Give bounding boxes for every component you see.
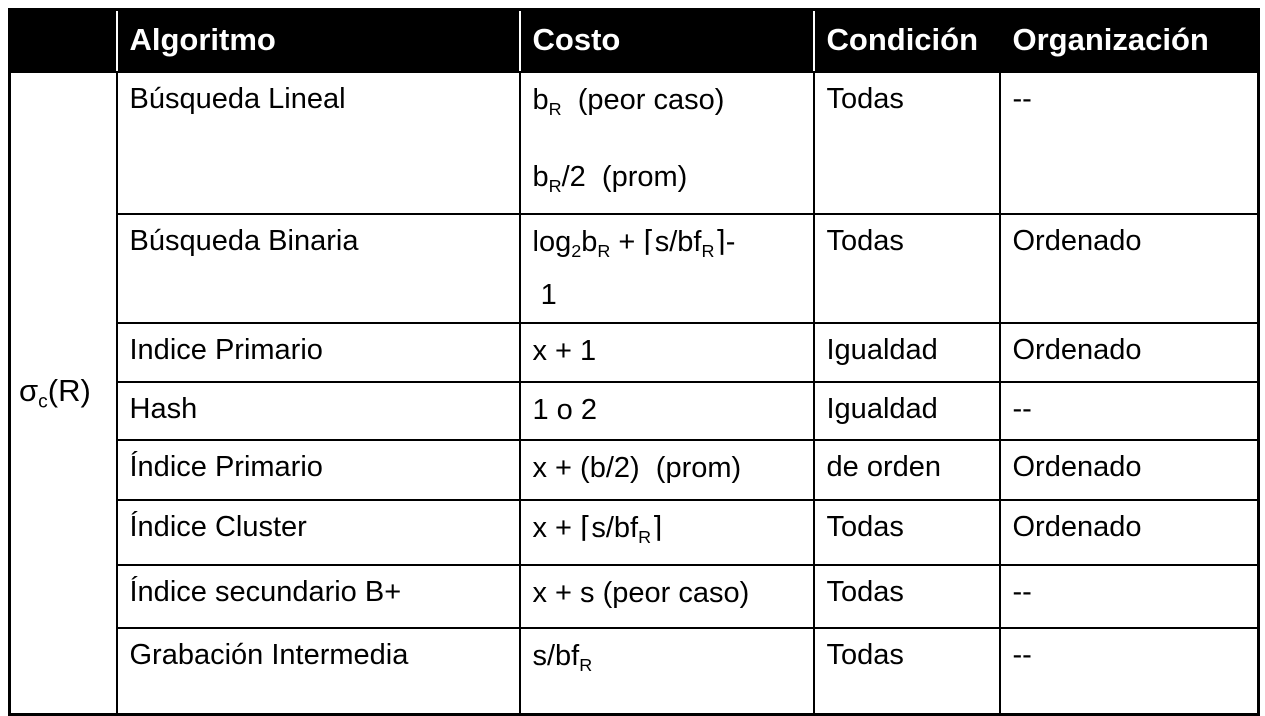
condition-cell: Todas <box>812 563 1001 629</box>
condition-cell: Todas <box>812 626 1001 716</box>
condition-cell: Todas <box>812 212 1001 324</box>
algorithm-cell: Indice Primario <box>115 321 521 383</box>
cost-formula: bR/2 (prom) <box>532 160 688 196</box>
organization-cell: Ordenado <box>998 438 1260 501</box>
cost-cell: s/bfR <box>518 626 815 716</box>
organization-cell: Ordenado <box>998 212 1260 324</box>
cost-cell: x + 1 <box>518 321 815 383</box>
cost-formula: 1 o 2 <box>532 393 598 426</box>
table-header: Algoritmo Costo Condición Organización <box>8 8 1260 73</box>
cost-cell: bR (peor caso) bR/2 (prom) <box>518 70 815 215</box>
algorithm-cell: Grabación Intermedia <box>115 626 521 716</box>
algorithm-cell: Índice secundario B+ <box>115 563 521 629</box>
cost-formula: x + (b/2) (prom) <box>532 451 742 484</box>
cost-formula: log2bR + ⌈s/bfR⌉- 1 <box>532 225 736 311</box>
cost-formula: x + 1 <box>532 334 597 367</box>
header-algoritmo: Algoritmo <box>115 8 521 73</box>
selection-algorithms-table: Algoritmo Costo Condición Organización σ… <box>8 8 1260 716</box>
condition-cell: Todas <box>812 498 1001 566</box>
header-costo: Costo <box>518 8 815 73</box>
header-organizacion: Organización <box>998 8 1260 73</box>
organization-cell: -- <box>998 626 1260 716</box>
cost-cell: x + (b/2) (prom) <box>518 438 815 501</box>
header-row: Algoritmo Costo Condición Organización <box>8 8 1260 73</box>
table-row: σc(R) Búsqueda Lineal bR (peor caso) bR/2 (… <box>8 70 1260 716</box>
header-condicion: Condición <box>812 8 1001 73</box>
organization-cell: -- <box>998 563 1260 629</box>
table-row: Índice Cluster x + ⌈s/bfR⌉ Todas Ordenado <box>10 498 1260 566</box>
table-row: Índice secundario B+ x + s (peor caso) Tod… <box>10 563 1260 629</box>
cost-formula: x + ⌈s/bfR⌉ <box>532 511 663 547</box>
table-row: Hash 1 o 2 Igualdad -- <box>10 380 1260 441</box>
cost-cell: log2bR + ⌈s/bfR⌉- 1 <box>518 212 815 324</box>
algorithm-cell: Hash <box>115 380 521 441</box>
organization-cell: -- <box>998 70 1260 215</box>
organization-cell: Ordenado <box>998 498 1260 566</box>
condition-cell: de orden <box>812 438 1001 501</box>
condition-cell: Igualdad <box>812 321 1001 383</box>
table-row: Índice Primario x + (b/2) (prom) de orden O… <box>10 438 1260 501</box>
table-row: Indice Primario x + 1 Igualdad Ordenado <box>10 321 1260 383</box>
table-body: σc(R) Búsqueda Lineal bR (peor caso) bR/2 (… <box>8 70 1260 716</box>
algorithm-cell: Búsqueda Binaria <box>115 212 521 324</box>
organization-cell: Ordenado <box>998 321 1260 383</box>
header-corner-cell <box>8 8 118 73</box>
cost-cell: x + ⌈s/bfR⌉ <box>518 498 815 566</box>
algorithm-cell: Índice Primario <box>115 438 521 501</box>
condition-cell: Igualdad <box>812 380 1001 441</box>
algorithm-cell: Índice Cluster <box>115 498 521 566</box>
cost-cell: x + s (peor caso) <box>518 563 815 629</box>
page: Algoritmo Costo Condición Organización σ… <box>8 8 1260 716</box>
cost-formula: x + s (peor caso) <box>532 576 750 609</box>
cost-formula: s/bfR <box>532 639 593 676</box>
algorithm-cell: Búsqueda Lineal <box>115 70 521 215</box>
condition-cell: Todas <box>812 70 1001 215</box>
sigma-row-label-cell: σc(R) <box>8 70 118 716</box>
table-row: Grabación Intermedia s/bfR Todas -- <box>10 626 1260 716</box>
cost-cell: 1 o 2 <box>518 380 815 441</box>
organization-cell: -- <box>998 380 1260 441</box>
table-row: Búsqueda Binaria log2bR + ⌈s/bfR⌉- 1 Todas… <box>10 212 1260 324</box>
cost-formula: bR (peor caso) <box>532 83 725 119</box>
